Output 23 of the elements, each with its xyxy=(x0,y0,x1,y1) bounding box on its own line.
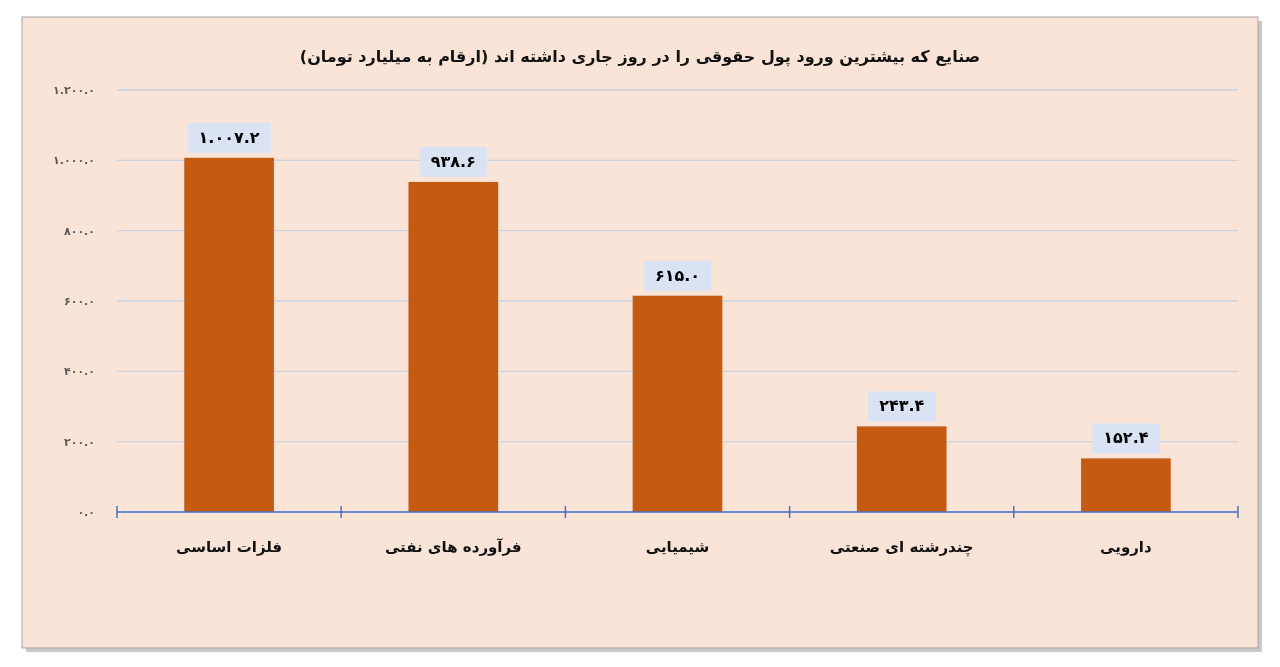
data-label: ۹۳۸.۶ xyxy=(430,151,476,171)
data-label: ۲۴۳.۴ xyxy=(879,396,925,416)
data-label: ۱۵۲.۴ xyxy=(1103,428,1149,448)
y-tick-label: ۸۰۰.۰ xyxy=(63,224,95,238)
y-tick-label: ۶۰۰.۰ xyxy=(63,295,95,308)
x-tick-label: شیمیایی xyxy=(645,538,710,556)
bar xyxy=(184,157,274,512)
data-label: ۶۱۵.۰ xyxy=(654,265,701,285)
y-tick-label: ۰.۰ xyxy=(77,506,95,519)
y-tick-label: ۱.۰۰۰.۰ xyxy=(53,154,95,168)
data-label: ۱.۰۰۷.۲ xyxy=(198,127,260,147)
x-tick-label: دارویی xyxy=(1100,538,1152,556)
y-tick-label: ۱.۲۰۰.۰ xyxy=(53,84,95,97)
y-tick-label: ۴۰۰.۰ xyxy=(63,365,95,379)
bar xyxy=(1081,458,1171,512)
bar xyxy=(856,426,947,512)
x-tick-label: فرآورده های نفتی xyxy=(384,538,522,556)
bar xyxy=(632,295,723,512)
x-tick-label: چندرشته ای صنعتی xyxy=(829,538,974,557)
chart-title: صنایع که بیشترین ورود پول حقوقی را در روز جاری داشته اند (ارقام به میلیارد تومان) xyxy=(299,47,981,67)
bar xyxy=(408,181,499,512)
y-tick-label: ۲۰۰.۰ xyxy=(63,435,95,449)
x-tick-label: فلزات اساسی xyxy=(176,538,283,556)
